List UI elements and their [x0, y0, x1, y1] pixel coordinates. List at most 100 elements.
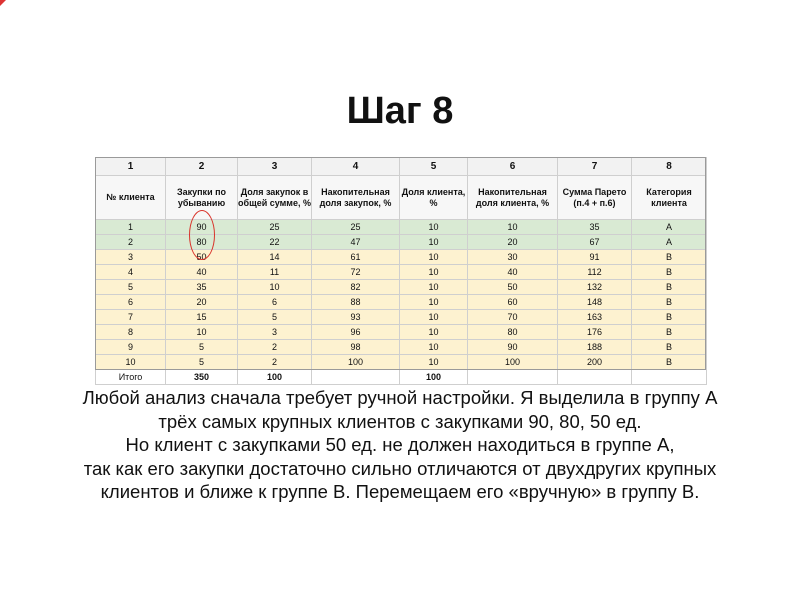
corner-marker — [0, 0, 6, 6]
table-cell: 10 — [399, 264, 468, 280]
total-cell — [311, 369, 400, 385]
column-number-cell: 7 — [557, 157, 632, 176]
column-number-cell: 3 — [237, 157, 312, 176]
total-cell — [557, 369, 632, 385]
table-cell: 35 — [557, 219, 632, 235]
table-row: 6 20 6 88 10 60 148 B — [95, 294, 707, 310]
table-cell: 163 — [557, 309, 632, 325]
column-number-cell: 4 — [311, 157, 400, 176]
column-number-cell: 6 — [467, 157, 558, 176]
table-cell: 35 — [165, 279, 238, 295]
table-cell: 148 — [557, 294, 632, 310]
table-cell: 20 — [467, 234, 558, 250]
table-cell: B — [631, 294, 707, 310]
table-cell: 40 — [165, 264, 238, 280]
table-cell: 10 — [399, 309, 468, 325]
table-cell: 60 — [467, 294, 558, 310]
table-row: 7 15 5 93 10 70 163 B — [95, 309, 707, 325]
table-cell: B — [631, 309, 707, 325]
table-cell: 96 — [311, 324, 400, 340]
table-row: 4 40 11 72 10 40 112 B — [95, 264, 707, 280]
table-cell: 10 — [399, 219, 468, 235]
table-cell: 10 — [467, 219, 558, 235]
table-cell: B — [631, 354, 707, 370]
table-cell: 2 — [95, 234, 166, 250]
table-cell: 72 — [311, 264, 400, 280]
table-cell: 91 — [557, 249, 632, 265]
table-cell: 30 — [467, 249, 558, 265]
column-header: № клиента — [95, 175, 166, 220]
caption-line: так как его закупки достаточно сильно от… — [83, 457, 717, 479]
column-number-cell: 1 — [95, 157, 166, 176]
column-header: Доля закупок в общей сумме, % — [237, 175, 312, 220]
total-cell: 100 — [237, 369, 312, 385]
table-cell: 3 — [95, 249, 166, 265]
table-cell: A — [631, 234, 707, 250]
column-number-cell: 8 — [631, 157, 707, 176]
column-number-cell: 5 — [399, 157, 468, 176]
table-cell: 5 — [95, 279, 166, 295]
caption-line: Любой анализ сначала требует ручной наст… — [82, 387, 718, 408]
total-label: Итого — [95, 369, 166, 385]
total-cell: 100 — [399, 369, 468, 385]
table-cell: 10 — [399, 249, 468, 265]
table-cell: 15 — [165, 309, 238, 325]
table-cell: 100 — [467, 354, 558, 370]
table-cell: A — [631, 219, 707, 235]
column-header: Накопительная доля закупок, % — [311, 175, 400, 220]
table-cell: 11 — [237, 264, 312, 280]
table-cell: 82 — [311, 279, 400, 295]
table-cell: 10 — [399, 279, 468, 295]
table-row: 1 90 25 25 10 10 35 A — [95, 219, 707, 235]
table-cell: B — [631, 264, 707, 280]
table-cell: 98 — [311, 339, 400, 355]
table-row: 5 35 10 82 10 50 132 B — [95, 279, 707, 295]
table-cell: 188 — [557, 339, 632, 355]
caption-line: Но клиент с закупками 50 ед. не должен н… — [125, 434, 675, 455]
table-cell: 14 — [237, 249, 312, 265]
column-header: Категория клиента — [631, 175, 707, 220]
table-cell: 40 — [467, 264, 558, 280]
table-cell: 10 — [237, 279, 312, 295]
table-cell: 100 — [311, 354, 400, 370]
table-row: 8 10 3 96 10 80 176 B — [95, 324, 707, 340]
table-cell: 200 — [557, 354, 632, 370]
table-cell: 22 — [237, 234, 312, 250]
table-cell: 3 — [237, 324, 312, 340]
table-cell: B — [631, 339, 707, 355]
table-cell: 9 — [95, 339, 166, 355]
table-cell: 80 — [165, 234, 238, 250]
table-row: 9 5 2 98 10 90 188 B — [95, 339, 707, 355]
table-cell: 47 — [311, 234, 400, 250]
table-cell: 7 — [95, 309, 166, 325]
table-cell: 10 — [95, 354, 166, 370]
table-cell: 8 — [95, 324, 166, 340]
total-row: Итого 350 100 100 — [95, 369, 707, 385]
table-cell: 6 — [237, 294, 312, 310]
table-cell: 50 — [467, 279, 558, 295]
total-cell: 350 — [165, 369, 238, 385]
table-cell: 90 — [165, 219, 238, 235]
table-cell: 112 — [557, 264, 632, 280]
table-cell: 10 — [399, 294, 468, 310]
column-header: Закупки по убыванию — [165, 175, 238, 220]
table-cell: 176 — [557, 324, 632, 340]
table-row: 3 50 14 61 10 30 91 B — [95, 249, 707, 265]
table-cell: 25 — [237, 219, 312, 235]
column-header: Доля клиента, % — [399, 175, 468, 220]
table-cell: 70 — [467, 309, 558, 325]
table-cell: 25 — [311, 219, 400, 235]
table-cell: 1 — [95, 219, 166, 235]
slide-caption: Любой анализ сначала требует ручной наст… — [10, 386, 790, 504]
table-cell: B — [631, 324, 707, 340]
table-cell: 5 — [165, 339, 238, 355]
table-cell: 10 — [399, 234, 468, 250]
total-cell — [467, 369, 558, 385]
table-cell: 5 — [237, 309, 312, 325]
table-cell: 80 — [467, 324, 558, 340]
table-cell: 10 — [165, 324, 238, 340]
table-cell: 67 — [557, 234, 632, 250]
